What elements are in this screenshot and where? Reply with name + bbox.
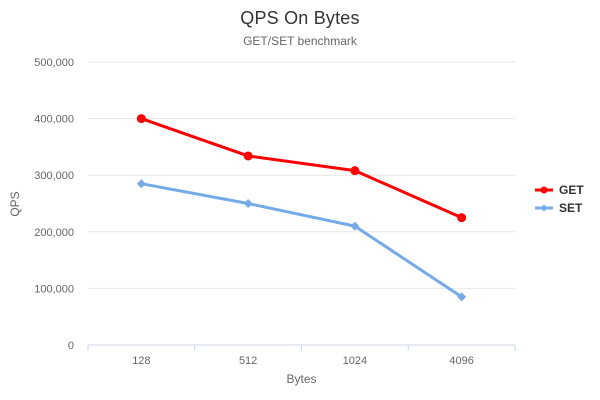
y-axis-title: QPS [8, 191, 22, 217]
set-series-marker-icon [535, 204, 553, 212]
legend-item-set[interactable]: SET [534, 199, 584, 217]
set-series-line [139, 182, 464, 299]
legend-label-set: SET [559, 201, 583, 215]
get-point-128[interactable] [136, 114, 146, 124]
y-axis-tick-label: 500,000 [34, 57, 74, 69]
legend: GET SET [534, 181, 584, 217]
x-axis-title: Bytes [286, 372, 317, 386]
x-axis-tick-label: 1024 [343, 355, 367, 367]
y-axis-tick-label: 300,000 [34, 170, 74, 182]
y-axis-tick-label: 100,000 [34, 283, 74, 295]
set-point-512[interactable] [243, 199, 253, 208]
x-axis-tick-label: 4096 [449, 355, 473, 367]
set-point-128[interactable] [136, 179, 146, 189]
chart-title: QPS On Bytes [240, 8, 360, 28]
y-axis-tick-label: 400,000 [34, 114, 74, 126]
get-point-512[interactable] [243, 151, 253, 161]
get-series-line [139, 117, 464, 220]
y-axis-tick-label: 0 [68, 340, 74, 352]
set-point-1024[interactable] [350, 221, 360, 231]
x-axis-tick-label: 128 [132, 355, 150, 367]
legend-label-get: GET [559, 183, 584, 197]
legend-item-get[interactable]: GET [534, 181, 584, 199]
x-axis-tick-label: 512 [239, 355, 257, 367]
get-series-marker-icon [535, 186, 553, 194]
get-point-1024[interactable] [350, 166, 360, 176]
y-axis-tick-label: 200,000 [34, 227, 74, 239]
chart-subtitle: GET/SET benchmark [243, 34, 357, 48]
get-point-4096[interactable] [457, 213, 467, 223]
set-point-4096[interactable] [457, 292, 467, 302]
